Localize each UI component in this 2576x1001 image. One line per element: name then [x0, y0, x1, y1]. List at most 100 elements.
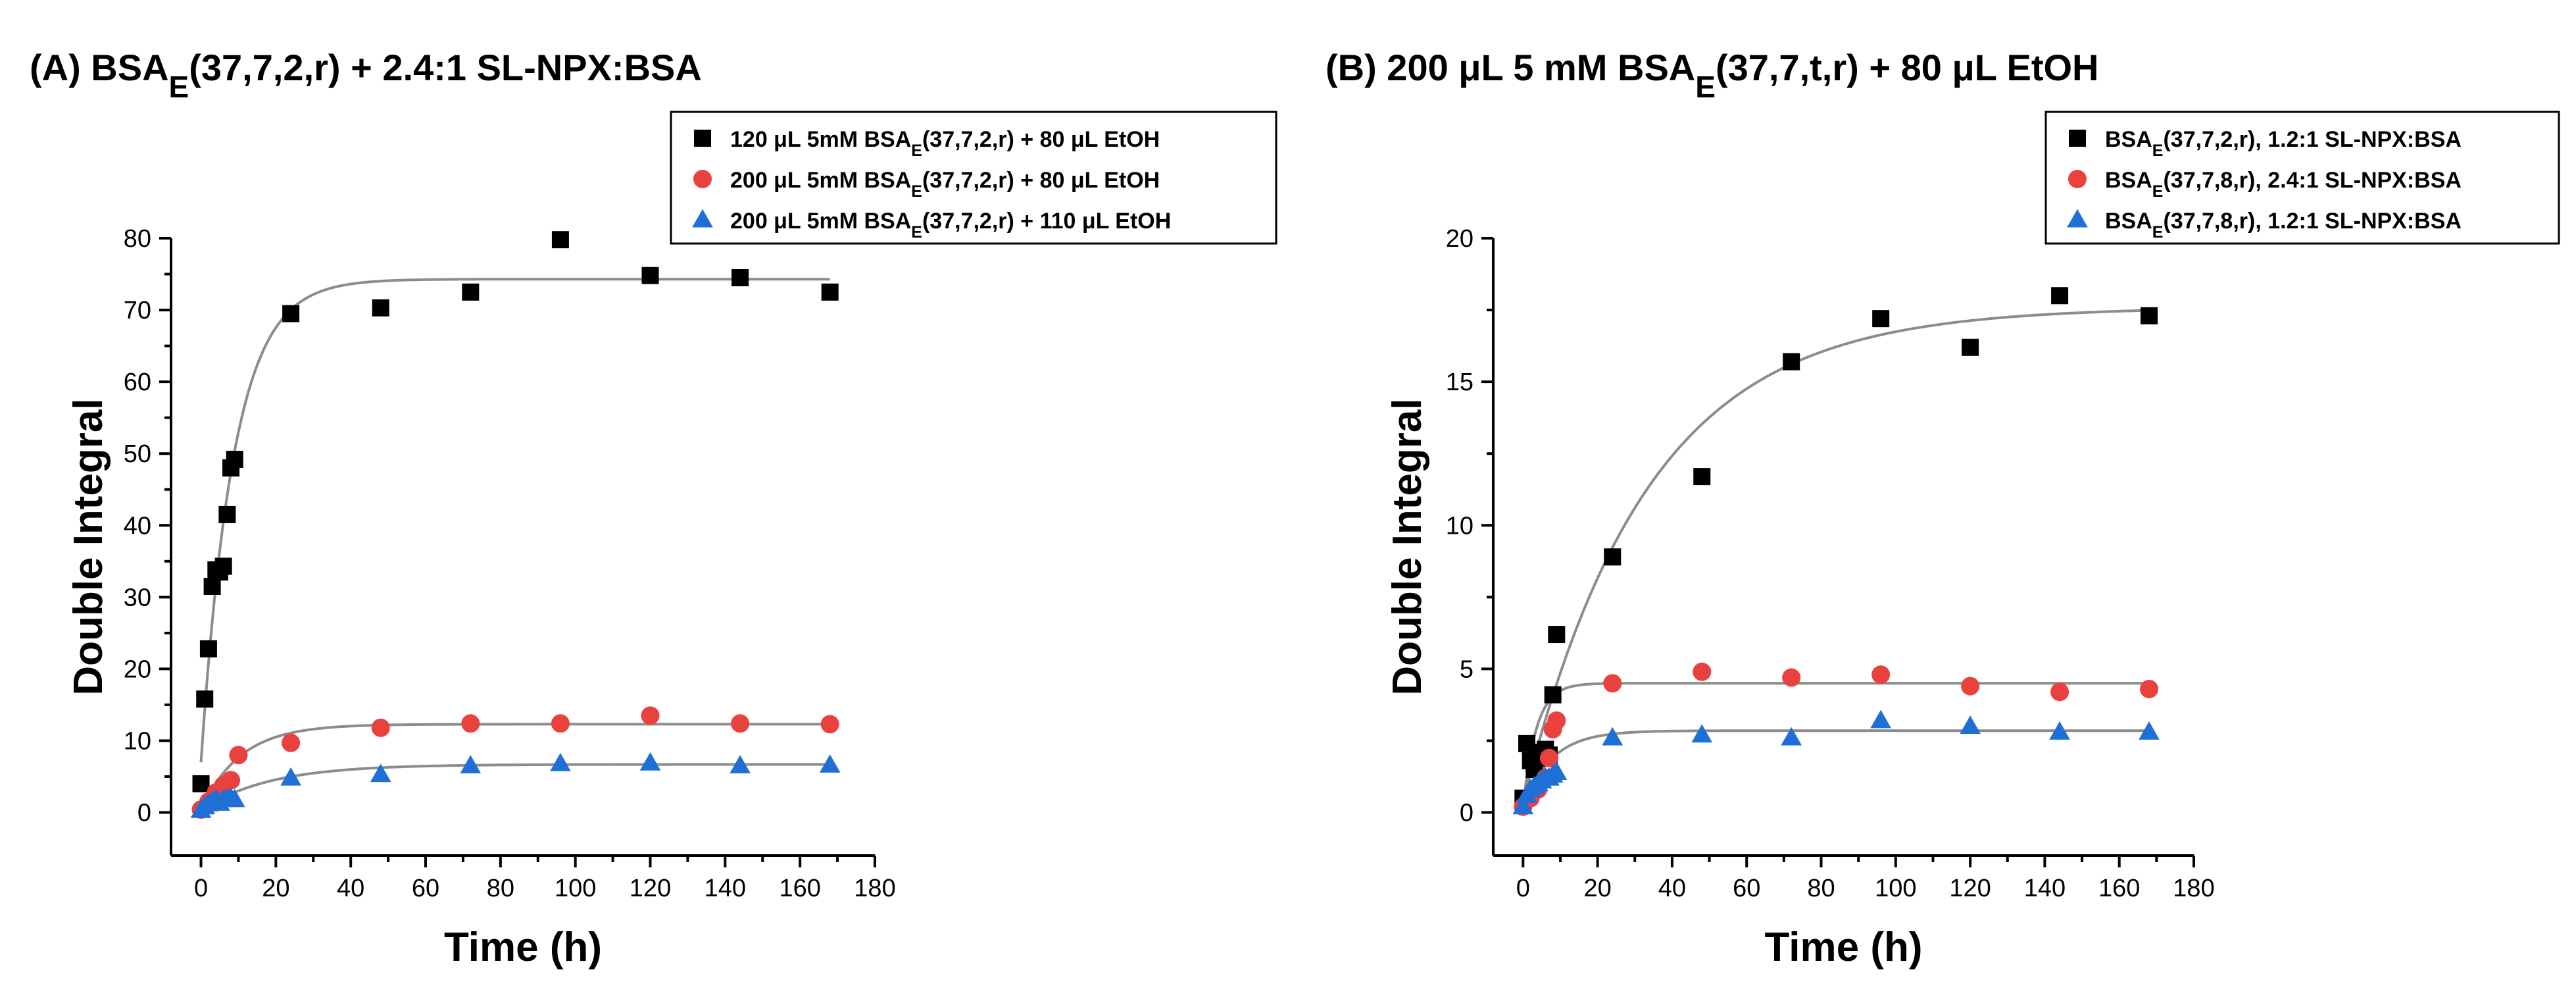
y-tick-label-0-7: 70 — [124, 297, 151, 324]
data-point-0-1-12 — [820, 715, 839, 734]
y-tick-label-1-0: 0 — [1460, 800, 1474, 827]
data-point-0-1-9 — [551, 714, 570, 733]
series-1-2 — [1512, 709, 2160, 815]
x-tick-label-0-9: 180 — [854, 875, 895, 902]
data-point-1-0-16 — [2141, 307, 2158, 324]
data-point-0-1-7 — [371, 718, 390, 737]
data-point-1-1-10 — [1871, 665, 1891, 684]
y-tick-label-0-2: 20 — [124, 655, 151, 683]
panel-title-1: (B) 200 μL 5 mM BSAE(37,7,t,r) + 80 μL E… — [1325, 47, 2098, 104]
data-point-1-0-1 — [1518, 734, 1535, 752]
data-point-1-2-15 — [2049, 721, 2070, 740]
data-point-0-0-7 — [218, 505, 236, 523]
data-point-0-0-0 — [192, 775, 210, 792]
x-tick-label-0-0: 0 — [194, 875, 208, 902]
data-point-0-2-10 — [280, 767, 301, 786]
fit-curve-0-2 — [200, 763, 830, 811]
y-tick-label-1-1: 5 — [1460, 655, 1474, 683]
y-tick-label-0-8: 80 — [124, 225, 151, 253]
x-tick-label-0-8: 160 — [779, 875, 820, 902]
data-point-0-0-11 — [372, 299, 389, 317]
legend-1: BSAE(37,7,2,r), 1.2:1 SL-NPX:BSA BSAE(37,… — [2044, 111, 2560, 245]
data-point-1-0-13 — [1872, 310, 1890, 328]
data-point-1-2-13 — [1870, 709, 1891, 729]
x-tick-label-1-1: 20 — [1583, 875, 1611, 902]
data-point-0-1-10 — [641, 706, 660, 725]
legend-box-0 — [670, 111, 1277, 245]
legend-marker-1-0 — [2069, 130, 2086, 147]
data-point-1-1-6 — [1547, 711, 1566, 730]
data-point-0-2-11 — [370, 763, 391, 783]
data-point-1-0-14 — [1962, 338, 1979, 356]
data-point-0-0-3 — [203, 577, 221, 595]
data-point-1-0-12 — [1783, 353, 1800, 371]
legend-label-0-1: 200 μL 5mM BSAE(37,7,2,r) + 80 μL EtOH — [730, 168, 1160, 201]
data-point-0-2-12 — [460, 755, 482, 774]
series-0-0 — [192, 231, 839, 792]
data-point-1-2-16 — [2139, 721, 2160, 740]
x-tick-label-1-9: 180 — [2173, 875, 2214, 902]
data-point-0-0-12 — [462, 283, 480, 301]
y-tick-label-1-3: 15 — [1446, 369, 1474, 396]
legend-marker-0-1 — [693, 170, 712, 188]
y-tick-label-0-3: 30 — [124, 584, 151, 611]
data-point-1-2-12 — [1781, 727, 1802, 746]
data-point-0-0-6 — [214, 557, 232, 575]
data-point-1-1-13 — [2140, 679, 2159, 698]
y-tick-label-0-5: 50 — [124, 440, 151, 468]
data-point-1-1-7 — [1603, 674, 1622, 693]
x-tick-label-0-2: 40 — [337, 875, 364, 902]
x-axis-label-1: Time (h) — [1765, 925, 1923, 970]
legend-label-1-1: BSAE(37,7,8,r), 2.4:1 SL-NPX:BSA — [2105, 168, 2462, 201]
series-0-1 — [191, 706, 839, 819]
x-tick-label-0-7: 140 — [705, 875, 746, 902]
data-point-0-1-11 — [731, 714, 750, 733]
fit-curve-0-1 — [199, 723, 830, 811]
x-tick-label-1-7: 140 — [2024, 875, 2066, 902]
x-tick-label-1-2: 40 — [1658, 875, 1686, 902]
legend-label-1-0: BSAE(37,7,2,r), 1.2:1 SL-NPX:BSA — [2105, 127, 2462, 160]
fit-curve-1-2 — [1522, 729, 2149, 808]
data-point-1-2-0 — [1512, 796, 1534, 815]
data-point-0-1-6 — [282, 733, 301, 752]
chart-panel-1: (B) 200 μL 5 mM BSAE(37,7,t,r) + 80 μL E… — [1325, 47, 2560, 970]
data-point-1-0-8 — [1544, 686, 1562, 704]
series-0-2 — [190, 752, 841, 818]
y-tick-label-0-4: 40 — [124, 512, 151, 540]
x-tick-label-1-8: 160 — [2098, 875, 2140, 902]
data-point-0-2-15 — [730, 755, 751, 774]
data-point-1-0-15 — [2051, 287, 2069, 305]
x-tick-label-1-6: 120 — [1949, 875, 1991, 902]
data-point-1-1-11 — [1961, 677, 1980, 696]
data-point-1-2-10 — [1602, 727, 1623, 746]
data-point-0-2-16 — [819, 754, 841, 773]
data-point-0-0-15 — [731, 269, 749, 286]
data-point-1-0-11 — [1693, 468, 1711, 486]
x-axis-label-0: Time (h) — [444, 925, 602, 970]
x-tick-label-0-3: 60 — [412, 875, 439, 902]
data-point-0-1-4 — [222, 771, 241, 790]
legend-marker-1-2 — [2067, 209, 2088, 228]
data-point-1-2-14 — [1960, 715, 1981, 734]
legend-box-1 — [2044, 111, 2560, 245]
data-point-1-2-11 — [1691, 724, 1713, 743]
data-point-0-0-10 — [282, 305, 300, 322]
x-tick-label-1-5: 100 — [1875, 875, 1916, 902]
y-axis-label-0: Double Integral — [66, 398, 111, 695]
y-tick-label-1-4: 20 — [1446, 225, 1474, 253]
data-point-0-2-14 — [639, 752, 661, 771]
legend-label-0-0: 120 μL 5mM BSAE(37,7,2,r) + 80 μL EtOH — [730, 127, 1160, 160]
y-tick-label-0-6: 60 — [124, 369, 151, 396]
x-tick-label-1-3: 60 — [1733, 875, 1760, 902]
fit-curve-1-1 — [1522, 682, 2149, 808]
data-point-1-0-10 — [1604, 548, 1622, 566]
panel-title-0: (A) BSAE(37,7,2,r) + 2.4:1 SL-NPX:BSA — [30, 47, 702, 104]
legend-label-0-2: 200 μL 5mM BSAE(37,7,2,r) + 110 μL EtOH — [730, 209, 1171, 242]
x-tick-label-0-5: 100 — [555, 875, 596, 902]
data-point-0-1-5 — [229, 746, 248, 765]
data-point-0-2-9 — [224, 788, 245, 808]
data-point-0-0-13 — [551, 231, 569, 249]
data-point-0-0-14 — [641, 267, 659, 284]
